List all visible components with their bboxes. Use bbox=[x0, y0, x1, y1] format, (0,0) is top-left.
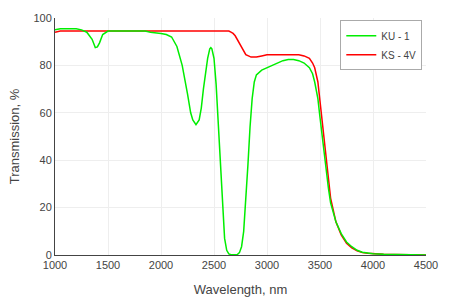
svg-text:0: 0 bbox=[46, 249, 52, 261]
svg-text:KS - 4V: KS - 4V bbox=[381, 50, 416, 61]
svg-text:3500: 3500 bbox=[308, 259, 332, 271]
svg-text:100: 100 bbox=[33, 12, 51, 24]
svg-text:80: 80 bbox=[40, 59, 52, 71]
svg-text:20: 20 bbox=[40, 201, 52, 213]
svg-text:40: 40 bbox=[40, 154, 52, 166]
svg-text:3000: 3000 bbox=[255, 259, 279, 271]
svg-text:4500: 4500 bbox=[414, 259, 438, 271]
svg-text:60: 60 bbox=[40, 107, 52, 119]
svg-text:Wavelength, nm: Wavelength, nm bbox=[194, 282, 287, 297]
svg-text:4000: 4000 bbox=[361, 259, 385, 271]
svg-text:1000: 1000 bbox=[43, 259, 67, 271]
svg-text:2000: 2000 bbox=[149, 259, 173, 271]
svg-text:KU - 1: KU - 1 bbox=[381, 31, 410, 42]
svg-text:Transmission, %: Transmission, % bbox=[7, 88, 22, 184]
svg-text:2500: 2500 bbox=[202, 259, 226, 271]
svg-text:1500: 1500 bbox=[96, 259, 120, 271]
